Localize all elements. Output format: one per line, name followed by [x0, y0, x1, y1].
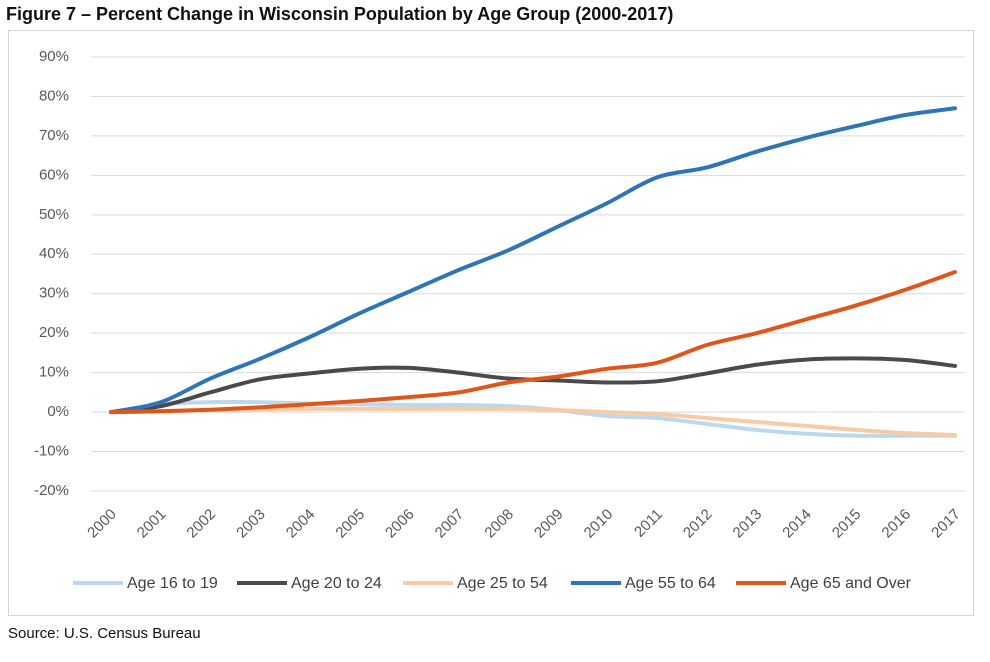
x-tick-label: 2003	[233, 506, 269, 542]
y-tick-label: 20%	[39, 324, 69, 341]
y-tick-label: 30%	[39, 285, 69, 302]
x-tick-label: 2014	[779, 506, 815, 542]
series-line-age-25-to-54	[109, 406, 957, 437]
x-axis: 2000 2001 2002 2003 2004 2005 2006 2007 2008 2009…	[84, 506, 964, 542]
chart-frame: 90% 80% 70% 60% 50% 40% 30% 20% 10% 0% -10% -20% 20…	[8, 30, 974, 616]
y-tick-label: 70%	[39, 127, 69, 144]
series-line-age-65-and-over	[109, 270, 957, 415]
x-tick-label: 2012	[680, 506, 716, 542]
series-line-age-55-to-64	[109, 106, 957, 415]
y-tick-label: 90%	[39, 48, 69, 65]
y-tick-label: -20%	[34, 482, 69, 499]
y-tick-label: 60%	[39, 166, 69, 183]
source-note: Source: U.S. Census Bureau	[8, 625, 201, 642]
x-tick-label: 2002	[184, 506, 220, 542]
x-tick-label: 2004	[283, 506, 319, 542]
y-tick-label: 80%	[39, 87, 69, 104]
legend: Age 16 to 19 Age 20 to 24 Age 25 to 54 Age …	[73, 575, 912, 592]
legend-label-age-16-to-19: Age 16 to 19	[127, 575, 218, 592]
legend-label-age-55-to-64: Age 55 to 64	[625, 575, 716, 592]
x-tick-label: 2006	[382, 506, 418, 542]
x-tick-label: 2010	[581, 506, 617, 542]
legend-label-age-65-and-over: Age 65 and Over	[790, 575, 912, 592]
legend-label-age-20-to-24: Age 20 to 24	[291, 575, 382, 592]
gridlines	[91, 56, 965, 492]
x-tick-label: 2001	[134, 506, 170, 542]
line-chart: 90% 80% 70% 60% 50% 40% 30% 20% 10% 0% -10% -20% 20…	[34, 48, 965, 592]
x-tick-label: 2000	[84, 506, 120, 542]
y-tick-label: 50%	[39, 206, 69, 223]
x-tick-label: 2005	[332, 506, 368, 542]
x-tick-label: 2013	[730, 506, 766, 542]
figure-title: Figure 7 – Percent Change in Wisconsin P…	[6, 4, 674, 24]
x-tick-label: 2009	[531, 506, 567, 542]
y-tick-label: 40%	[39, 245, 69, 262]
y-tick-label: -10%	[34, 443, 69, 460]
x-tick-label: 2008	[481, 506, 517, 542]
y-axis: 90% 80% 70% 60% 50% 40% 30% 20% 10% 0% -10% -20%	[34, 48, 69, 499]
x-tick-label: 2015	[829, 506, 865, 542]
x-tick-label: 2011	[631, 506, 666, 541]
x-tick-label: 2017	[928, 506, 964, 542]
x-tick-label: 2007	[432, 506, 468, 542]
legend-label-age-25-to-54: Age 25 to 54	[457, 575, 548, 592]
y-tick-label: 10%	[39, 364, 69, 381]
series-lines	[109, 106, 957, 438]
y-tick-label: 0%	[47, 403, 69, 420]
x-tick-label: 2016	[879, 506, 915, 542]
